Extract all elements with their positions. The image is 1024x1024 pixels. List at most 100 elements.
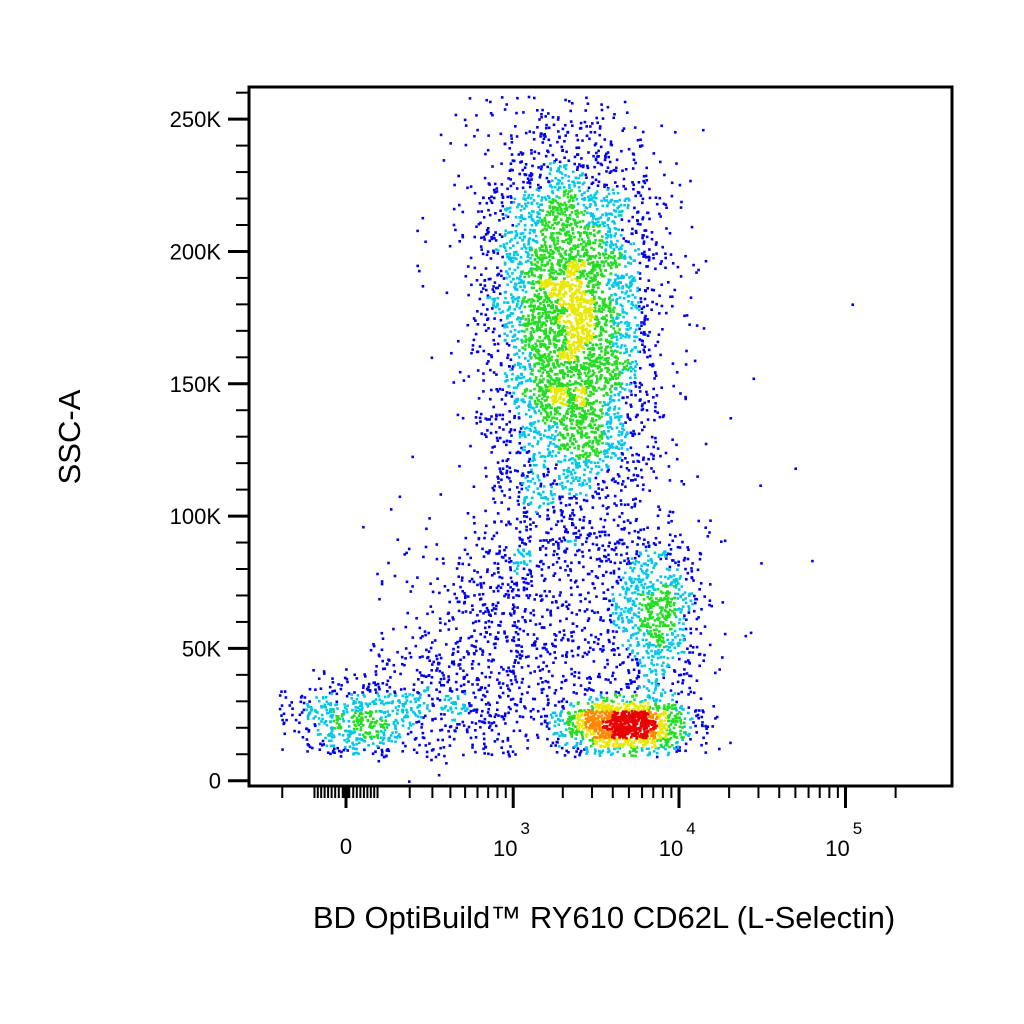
data-point (579, 126, 583, 130)
data-point (541, 490, 545, 494)
data-point (552, 123, 556, 127)
data-point (549, 614, 553, 617)
data-point (670, 519, 673, 523)
data-point (644, 699, 647, 702)
data-point (522, 300, 526, 303)
data-point (601, 213, 604, 217)
data-point (623, 199, 627, 202)
data-point (451, 711, 454, 714)
data-point (504, 402, 507, 406)
data-point (533, 670, 536, 673)
data-point (636, 663, 640, 667)
data-point (560, 513, 563, 517)
data-point (401, 750, 404, 753)
data-point (617, 398, 621, 402)
data-point (534, 234, 538, 238)
data-point (648, 187, 651, 191)
data-point (615, 338, 619, 341)
data-point (452, 618, 455, 621)
data-point (460, 579, 464, 582)
data-point (592, 660, 596, 663)
data-point (351, 741, 354, 745)
data-point (629, 289, 632, 292)
data-point (348, 732, 352, 736)
data-point (623, 503, 627, 507)
data-point (662, 746, 665, 749)
data-point (482, 379, 485, 382)
data-point (605, 486, 608, 489)
data-point (515, 584, 519, 587)
data-point (513, 333, 517, 337)
data-point (568, 213, 572, 217)
data-point (587, 687, 591, 690)
data-point (536, 442, 539, 446)
data-point (610, 340, 613, 343)
data-point (520, 650, 524, 653)
data-point (642, 175, 646, 178)
data-point (356, 709, 360, 713)
data-point (532, 697, 535, 701)
data-point (613, 330, 617, 333)
data-point (387, 739, 391, 742)
data-point (529, 572, 532, 575)
data-point (400, 718, 404, 721)
data-point (523, 166, 527, 169)
data-point (436, 738, 440, 742)
data-point (501, 310, 505, 313)
data-point (635, 637, 639, 640)
data-point (620, 210, 623, 213)
data-point (602, 430, 606, 433)
data-point (517, 281, 521, 285)
data-point (579, 742, 582, 745)
data-point (496, 701, 499, 704)
data-point (501, 467, 505, 470)
data-point (565, 617, 568, 621)
data-point (547, 566, 550, 569)
data-point (551, 674, 554, 678)
data-point (526, 747, 529, 750)
data-point (645, 393, 649, 396)
data-point (692, 691, 696, 695)
data-point (640, 307, 644, 311)
data-point (455, 672, 459, 676)
data-point (291, 713, 294, 717)
data-point (476, 350, 480, 353)
data-point (600, 108, 604, 112)
data-point (576, 479, 580, 483)
data-point (303, 696, 307, 699)
data-point (431, 641, 434, 644)
data-point (325, 744, 329, 748)
data-point (641, 185, 644, 189)
data-point (588, 486, 592, 490)
data-point (362, 693, 365, 697)
data-point (677, 588, 681, 591)
data-point (507, 687, 510, 690)
data-point (454, 701, 457, 704)
data-point (509, 312, 513, 315)
data-point (619, 578, 623, 582)
data-point (573, 683, 576, 687)
data-point (544, 235, 547, 239)
data-point (418, 626, 422, 630)
data-point (650, 561, 654, 565)
data-point (652, 253, 655, 256)
data-point (596, 454, 599, 458)
data-point (624, 187, 627, 191)
data-point (485, 606, 489, 610)
data-point (538, 118, 541, 121)
data-point (459, 658, 462, 662)
data-point (635, 324, 639, 327)
data-point (496, 252, 500, 255)
data-point (650, 571, 654, 574)
data-point (613, 222, 616, 225)
data-point (687, 606, 691, 610)
data-point (601, 117, 605, 120)
data-point (535, 656, 538, 660)
data-point (723, 632, 727, 636)
data-point (536, 474, 540, 477)
data-point (553, 421, 556, 424)
data-point (581, 543, 584, 546)
data-point (411, 585, 414, 588)
data-point (615, 342, 618, 345)
data-point (575, 198, 579, 201)
